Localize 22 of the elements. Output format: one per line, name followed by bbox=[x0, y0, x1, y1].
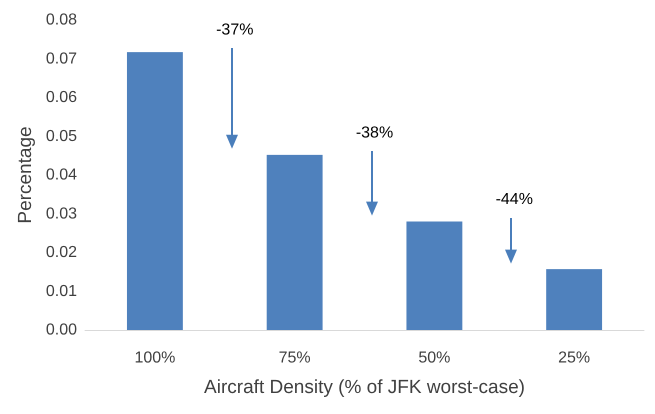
y-tick-label: 0.08 bbox=[46, 12, 78, 28]
annotation: -38% bbox=[356, 124, 394, 142]
y-axis-title: Percentage bbox=[15, 126, 36, 224]
y-tick-label: 0.04 bbox=[46, 166, 78, 184]
annotation: -44% bbox=[496, 191, 533, 208]
y-tick-label: 0.00 bbox=[46, 322, 78, 338]
bar bbox=[546, 269, 602, 330]
bar bbox=[406, 222, 462, 330]
annotation: -37% bbox=[216, 22, 254, 39]
x-tick-label: 50% bbox=[418, 350, 450, 366]
y-tick-label: 0.05 bbox=[46, 128, 78, 145]
y-tick-label: 0.01 bbox=[46, 282, 78, 300]
x-tick-label: 100% bbox=[134, 350, 176, 366]
x-axis-title: Aircraft Density (% of JFK worst-case) bbox=[204, 377, 525, 398]
y-tick-label: 0.07 bbox=[46, 50, 78, 68]
x-tick-label: 75% bbox=[278, 350, 311, 366]
y-tick-label: 0.03 bbox=[46, 205, 78, 222]
x-tick-label: 25% bbox=[558, 350, 590, 366]
y-tick-label: 0.02 bbox=[46, 244, 78, 261]
bar bbox=[266, 154, 323, 330]
bar bbox=[126, 52, 183, 330]
y-tick-label: 0.06 bbox=[46, 89, 78, 106]
